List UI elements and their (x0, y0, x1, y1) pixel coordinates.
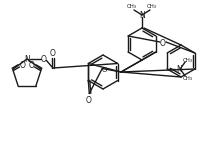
Text: O: O (85, 96, 91, 105)
Text: CH₃: CH₃ (183, 75, 193, 80)
Text: O: O (20, 61, 26, 70)
Text: O: O (28, 61, 34, 70)
Text: CH₃: CH₃ (183, 57, 193, 62)
Text: O: O (41, 54, 47, 64)
Text: N: N (139, 11, 145, 19)
Text: O: O (50, 50, 56, 58)
Text: CH₃: CH₃ (147, 4, 157, 10)
Text: O: O (160, 38, 166, 48)
Text: CH₃: CH₃ (127, 4, 137, 10)
Text: N: N (24, 54, 30, 64)
Text: O: O (102, 67, 107, 72)
Text: N: N (176, 65, 182, 73)
